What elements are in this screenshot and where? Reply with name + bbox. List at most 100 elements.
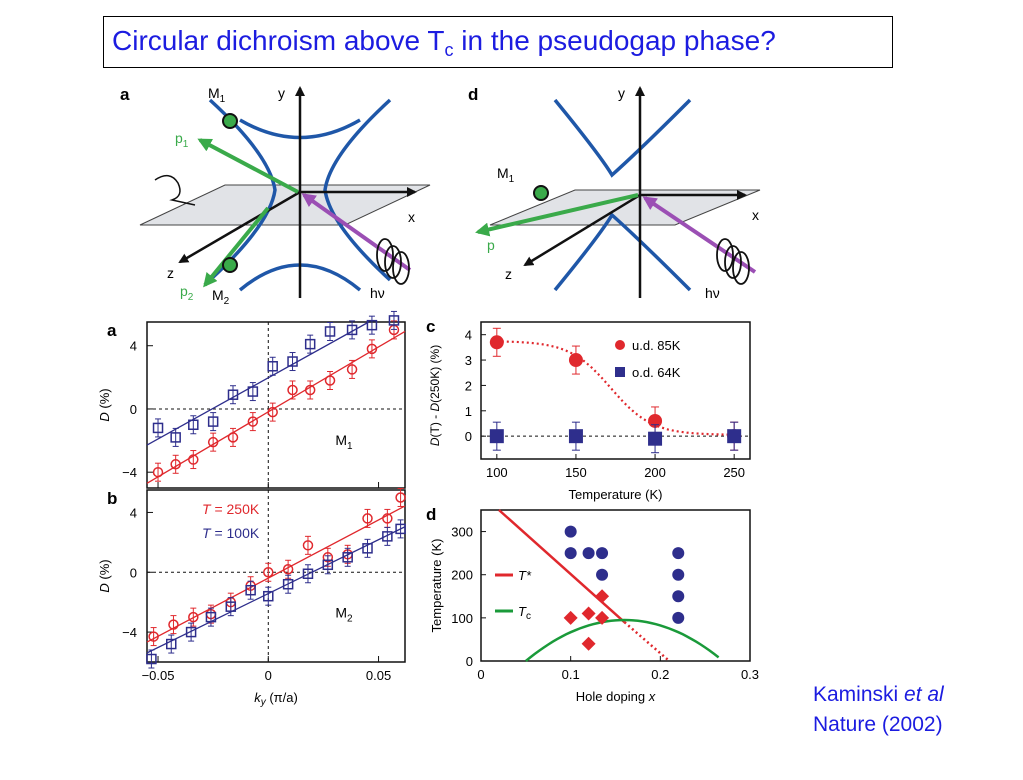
plot-d-point-red [581,606,596,621]
plot-d-legend-0: T* [518,568,532,583]
citation: Kaminski et al Nature (2002) [813,680,944,740]
plot-b-point-blue [185,626,197,638]
plot-b-xtick-label: 0.05 [366,668,391,683]
plot-c-legend-0: u.d. 85K [632,338,681,353]
plot-d-ytick-label: 100 [451,611,473,626]
citation-journal: Nature (2002) [813,713,943,736]
schematic-a-m2-point [222,257,238,273]
plot-a-ylabel: D (%) [97,388,112,421]
plot-a-point-blue [304,338,316,350]
plot-c-point-blue [489,429,504,444]
plot-b-frame [146,489,406,663]
plot-c-xlabel: Temperature (K) [569,487,663,502]
plot-d-xtick-label: 0.3 [741,667,759,682]
plot-d-ytick-label: 0 [466,654,473,669]
plot-b-legend-0: T = 250K [202,501,260,517]
plot-a-ytick-label: 0 [130,402,137,417]
plot-c-ytick-label: 1 [465,404,472,419]
plot-c-point-blue [568,429,583,444]
plot-b-ytick-label: 4 [130,505,137,520]
plot-a-point-red [346,364,358,375]
plot-b-point-blue [302,568,314,580]
plot-a-point-blue [227,389,239,400]
schematic-a-p1-arrow [197,138,299,194]
plot-a-frame [146,321,406,489]
plot-b-point-blue [282,578,294,590]
schematic-d-fermi-top [553,98,692,178]
schematic-d-z-label: z [505,266,512,282]
plot-d-tstar-dotted [623,621,671,662]
plot-a-point-blue [324,326,336,337]
plot-a-point-red [227,432,239,443]
plot-b-xtick-label: 0 [265,668,272,683]
plot-b-ytick-label: 0 [130,565,137,580]
plot-a: a4 0 −4 D (%) M1 [97,310,406,489]
plot-c-xtick-label: 100 [486,465,508,480]
title-main: Circular dichroism above T [112,25,445,56]
plot-b-point-blue [263,590,274,602]
plot-a-fit-red [146,330,406,484]
schematic-d: d M1 p y x z hν [468,85,761,301]
schematic-d-helix-1 [716,238,734,272]
plot-a-point-blue [188,419,199,431]
plot-b: b4 0 −4 −0.05 0 0.05 ky (π/a) D (%) M2 T = 250K T … [97,487,406,708]
plot-b-point-blue [225,601,237,612]
plot-d-panel-label: d [426,505,436,524]
plot-d-point-blue [596,547,609,560]
plot-c-point-blue [648,431,663,446]
plot-d-tstar-line [498,509,626,624]
plot-b-point-blue [166,638,177,650]
plot-d-point-blue [672,547,685,560]
plot-d-point-blue [564,525,577,538]
plot-b-point-blue [395,523,406,535]
plot-c-legend-marker-1 [615,367,625,377]
schematic-d-m1-point [533,185,549,201]
plot-a-point-blue [247,386,259,397]
plot-b-point-red [302,540,314,551]
plot-a-point-red [247,416,259,427]
plot-d-xtick-label: 0 [477,667,484,682]
plot-a-ytick-label: −4 [122,465,137,480]
schematic-d-fermi-bottom [553,212,692,292]
plot-d-ylabel: Temperature (K) [429,539,444,633]
plot-d-point-blue [672,590,685,603]
schematic-a-p2-arrow [203,206,270,288]
plot-c-ytick-label: 0 [465,429,472,444]
schematic-a-m1-point [222,113,238,129]
schematic-d-z-axis [523,193,641,267]
schematic-a-fermi-left [208,98,277,282]
plot-a-fit-blue [146,321,370,446]
plot-a-point-red [188,454,199,465]
schematic-d-p-label: p [487,237,495,253]
plot-a-point-red [366,343,378,355]
plot-b-point-blue [342,552,353,563]
plot-a-point-blue [152,422,164,434]
title-rest: in the pseudogap phase? [453,25,776,56]
plot-c-point-red [489,335,504,350]
plot-a-point-red [152,466,164,478]
schematic-a-helix-1 [376,238,394,272]
schematic-d-p-arrow [475,193,639,237]
plot-d-point-blue [582,547,595,560]
schematic-a-helix-2 [384,245,402,279]
plot-d-point-red [581,636,596,651]
schematic-d-photon-arrow [642,196,757,274]
schematic-a-p2-label: p2 [180,283,194,303]
schematic-a-y-label: y [278,85,285,101]
plot-c-ytick-label: 2 [465,378,472,393]
plot-b-point-blue [382,531,393,542]
plot-c-xtick-label: 200 [644,465,666,480]
plot-a-point-red [170,459,181,470]
schematic-a-m1-label: M1 [208,85,226,105]
plot-a-point-red [304,384,316,396]
plot-a-ytick-label: 4 [130,339,137,354]
schematic-a-helix-3 [392,251,410,285]
plot-d-legend-1: Tc [518,604,531,622]
schematic-a: a M1 M2 p1 p2 y x z hν [120,85,431,307]
plot-c-ytick-label: 3 [465,353,472,368]
plot-d-ytick-label: 200 [451,568,473,583]
schematic-a-mirror-arrow [154,174,196,206]
title-box: Circular dichroism above Tc in the pseud… [103,16,893,68]
plot-b-point-red [362,513,373,524]
